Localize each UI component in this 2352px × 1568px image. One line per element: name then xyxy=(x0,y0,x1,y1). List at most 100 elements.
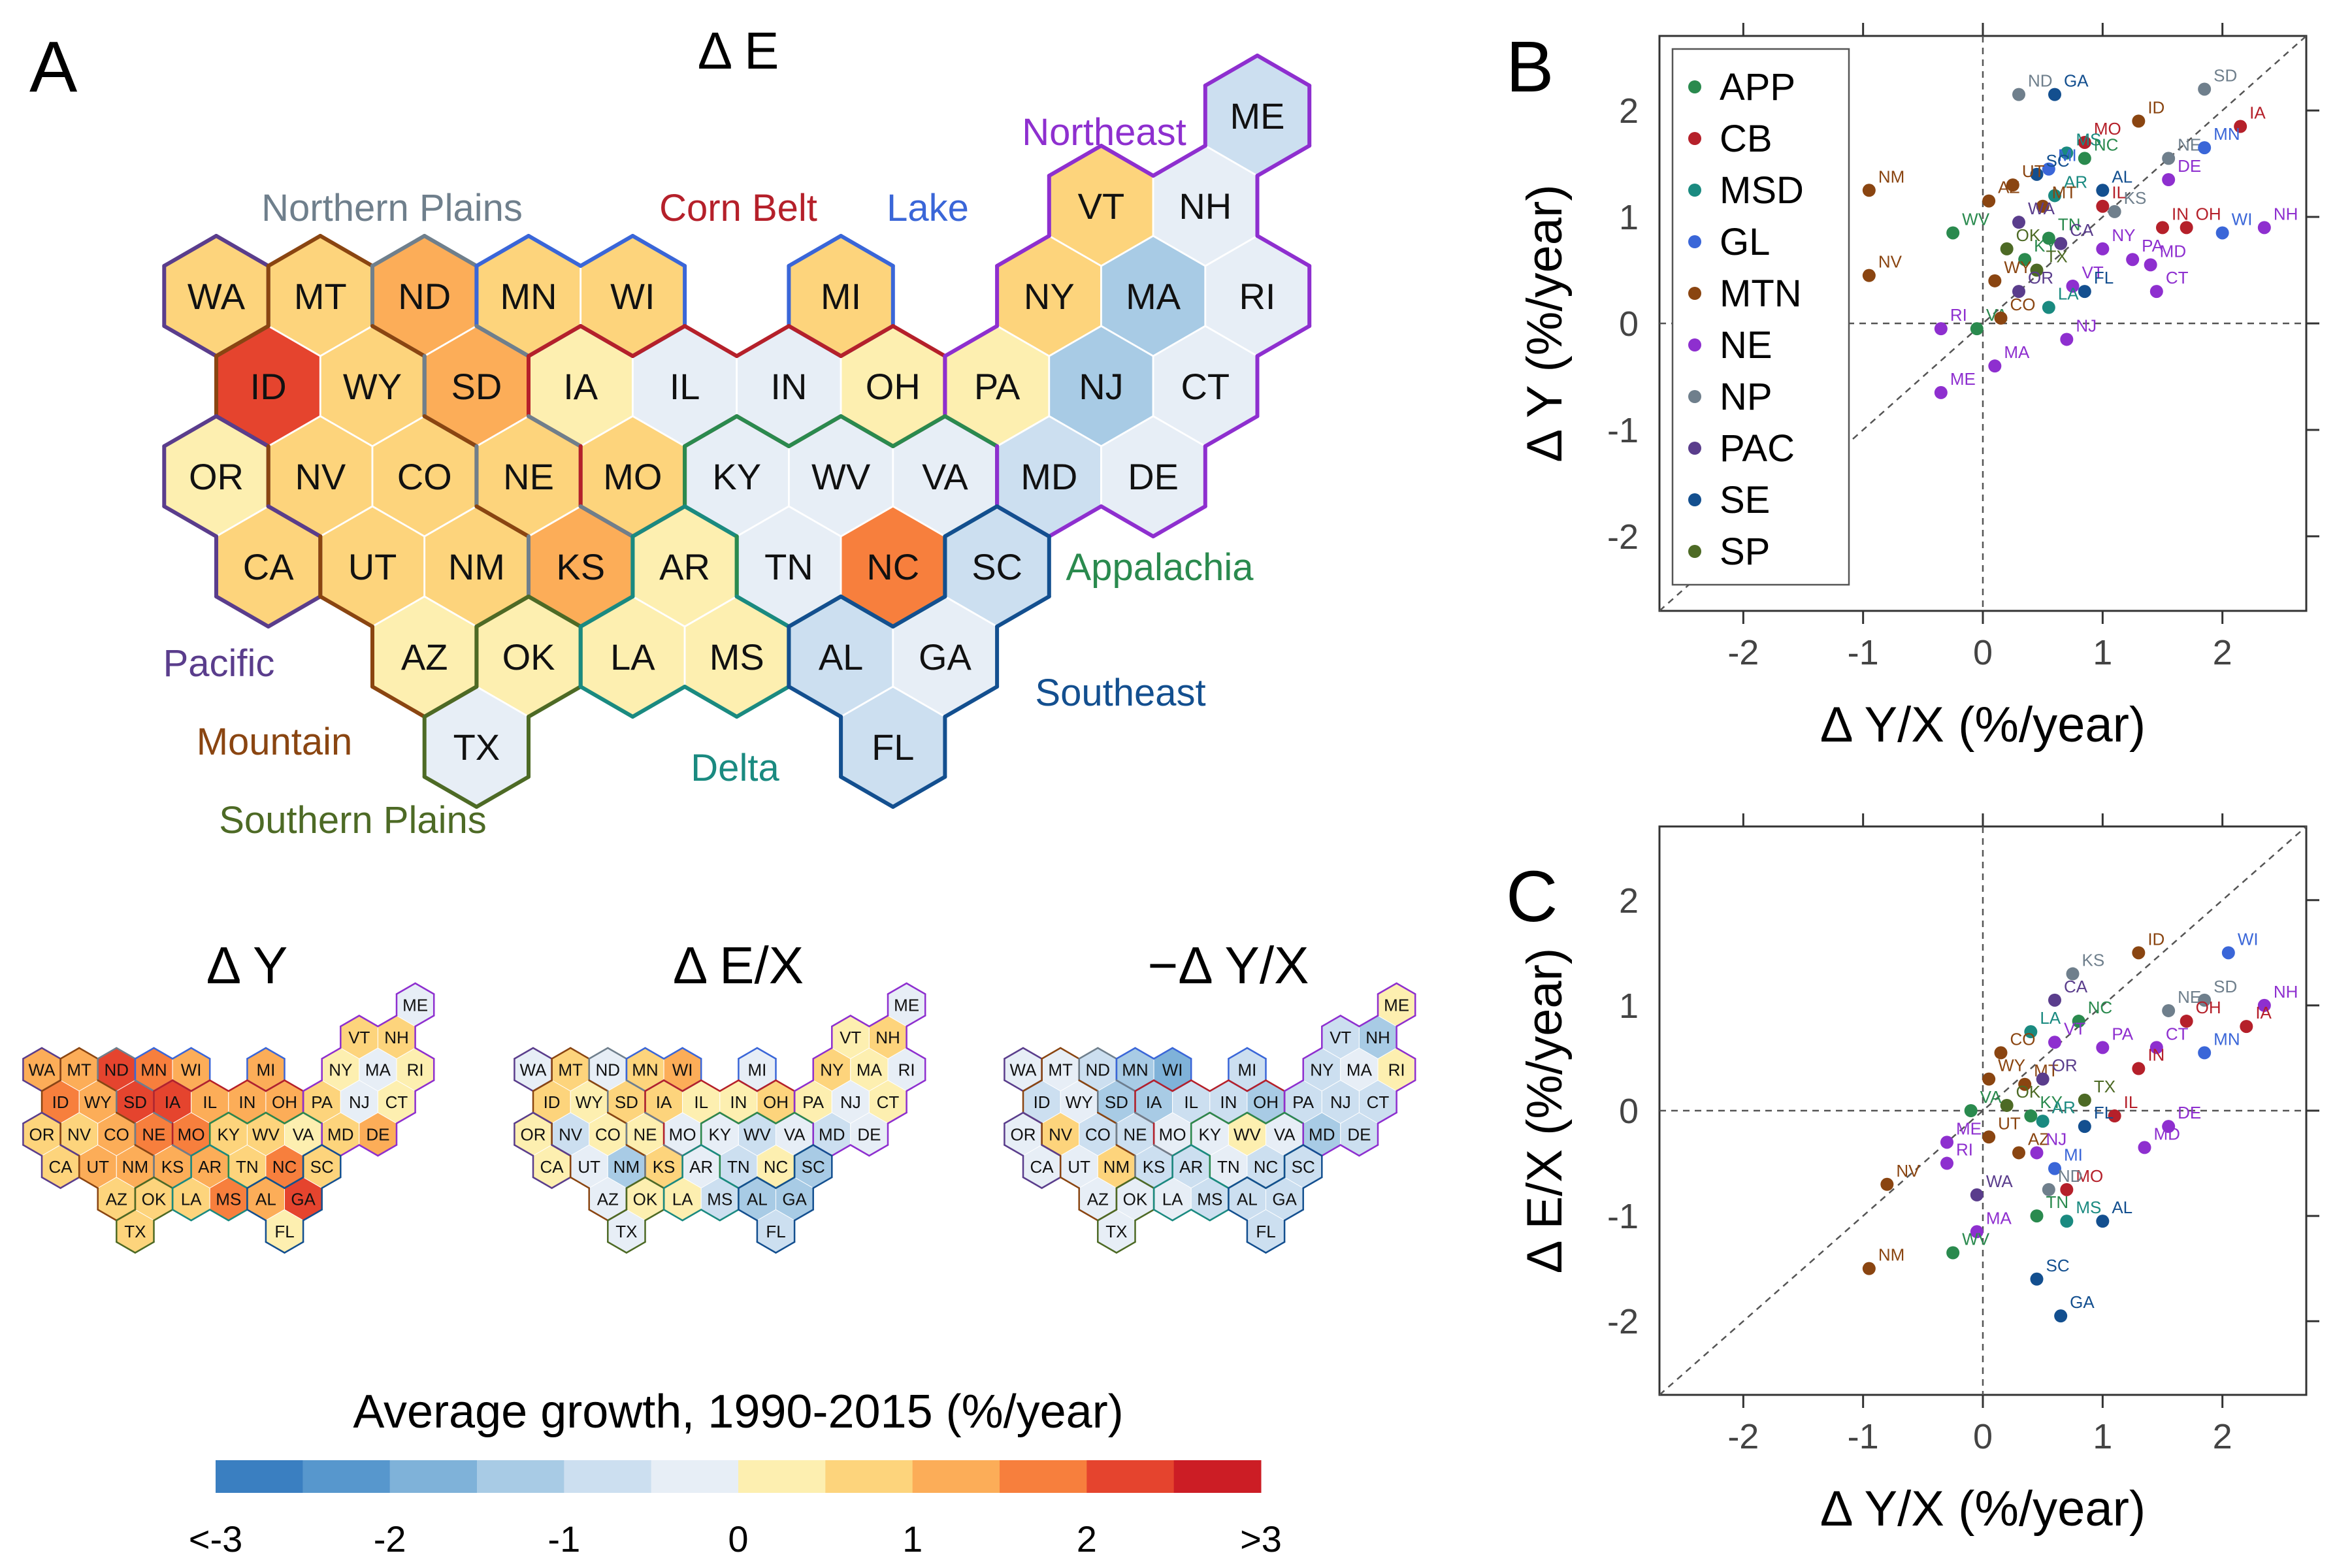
hex-label-AR: AR xyxy=(659,546,710,587)
hex-label-VA: VA xyxy=(293,1124,314,1144)
region-border xyxy=(1171,1144,1192,1157)
region-border xyxy=(1228,1079,1249,1092)
colorbar-cell xyxy=(912,1460,1000,1493)
point-NV xyxy=(1862,269,1876,282)
point-label-AZ: AZ xyxy=(2028,1129,2050,1149)
hex-label-ME: ME xyxy=(894,995,919,1015)
region-border xyxy=(734,324,791,358)
hex-label-OH: OH xyxy=(272,1092,297,1112)
hex-label-TX: TX xyxy=(453,727,500,768)
region-border xyxy=(171,1209,192,1222)
point-MD xyxy=(2138,1141,2151,1154)
region-border xyxy=(1283,1144,1304,1157)
region-border xyxy=(1209,1079,1230,1092)
region-border xyxy=(734,414,791,448)
hex-label-MA: MA xyxy=(1126,276,1181,317)
region-border xyxy=(153,1079,174,1092)
hex-label-NY: NY xyxy=(1310,1060,1333,1079)
point-label-NJ: NJ xyxy=(2076,316,2097,335)
hex-label-NH: NH xyxy=(875,1028,900,1047)
region-border xyxy=(1358,1015,1379,1028)
region-border xyxy=(569,1047,590,1060)
point-GA xyxy=(2048,88,2061,101)
region-border xyxy=(1377,982,1397,995)
region-border xyxy=(683,685,739,719)
region-border xyxy=(1078,1079,1099,1092)
region-border xyxy=(302,1111,323,1124)
hex-label-WA: WA xyxy=(1010,1060,1037,1079)
point-label-NM: NM xyxy=(1878,1245,1904,1265)
region-border xyxy=(868,1015,889,1028)
point-label-WI: WI xyxy=(2232,209,2253,229)
hex-label-CT: CT xyxy=(385,1092,408,1112)
hex-label-RI: RI xyxy=(1388,1060,1405,1079)
point-KS xyxy=(2066,967,2080,981)
hex-label-VT: VT xyxy=(840,1028,861,1047)
region-border xyxy=(625,1176,646,1189)
region-border xyxy=(358,1015,379,1028)
region-border xyxy=(22,1144,43,1157)
hex-label-GA: GA xyxy=(291,1189,316,1209)
hex-label-AL: AL xyxy=(819,636,864,678)
point-label-PA: PA xyxy=(2112,1024,2133,1043)
point-IL xyxy=(2108,1109,2121,1123)
region-border xyxy=(1115,1241,1136,1254)
region-border xyxy=(644,1209,665,1222)
point-label-AZ: AZ xyxy=(1998,178,2019,197)
hex-label-WA: WA xyxy=(29,1060,56,1079)
region-border xyxy=(514,1144,534,1157)
region-border xyxy=(662,1079,683,1092)
y-tick-label: -1 xyxy=(1607,411,1639,450)
region-border xyxy=(1171,1047,1192,1060)
region-border xyxy=(422,234,479,268)
region-border xyxy=(1134,1176,1155,1189)
region-border xyxy=(890,775,947,809)
region-border xyxy=(1339,1015,1360,1028)
point-NC xyxy=(2072,1015,2085,1028)
hex-label-SD: SD xyxy=(1105,1092,1128,1112)
region-border xyxy=(377,1015,398,1028)
region-border xyxy=(607,1241,628,1254)
point-OR xyxy=(2012,285,2025,299)
region-border xyxy=(995,504,1051,538)
region-border xyxy=(318,234,374,268)
region-border xyxy=(775,1079,796,1092)
hex-label-ID: ID xyxy=(1034,1092,1051,1112)
hex-label-OH: OH xyxy=(763,1092,789,1112)
point-label-NM: NM xyxy=(1878,167,1904,186)
point-FL xyxy=(2078,285,2091,299)
hex-label-MT: MT xyxy=(67,1060,91,1079)
region-label-northern-plains: Northern Plains xyxy=(261,187,523,229)
region-border xyxy=(662,1144,683,1157)
point-label-WV: WV xyxy=(1962,209,1990,229)
point-NH xyxy=(2257,998,2271,1012)
point-label-LA: LA xyxy=(2040,1008,2061,1028)
hex-label-WY: WY xyxy=(84,1092,112,1112)
legend-label-NP: NP xyxy=(1720,376,1772,418)
point-WV xyxy=(1946,1246,1960,1260)
hex-label-PA: PA xyxy=(1292,1092,1314,1112)
hex-label-DE: DE xyxy=(857,1124,881,1144)
hex-label-IN: IN xyxy=(770,366,807,407)
region-border xyxy=(266,504,323,538)
region-border xyxy=(246,1047,267,1060)
hex-label-CA: CA xyxy=(49,1157,73,1177)
region-border xyxy=(41,1047,61,1060)
hex-label-VA: VA xyxy=(1274,1124,1296,1144)
region-border xyxy=(22,1047,43,1060)
point-label-AL: AL xyxy=(2112,167,2132,186)
point-label-OH: OH xyxy=(2196,998,2221,1017)
region-border xyxy=(995,234,1051,268)
hexmap-delta-e-over-x: WA MT ND MN WI MI NY MA RI ID WY SD IA IL IN OH PA NJ CT OR… xyxy=(514,982,926,1254)
region-border xyxy=(625,1079,646,1092)
region-border xyxy=(514,1111,534,1124)
region-border xyxy=(812,1144,833,1157)
panel-label-B: B xyxy=(1506,27,1554,107)
point-PA xyxy=(2096,1041,2110,1054)
point-label-SD: SD xyxy=(2213,977,2237,996)
point-NH xyxy=(2257,221,2271,235)
hex-label-MI: MI xyxy=(821,276,861,317)
region-border xyxy=(514,1079,534,1092)
colorbar-tick-label: <-3 xyxy=(189,1518,243,1560)
region-border xyxy=(246,1079,267,1092)
